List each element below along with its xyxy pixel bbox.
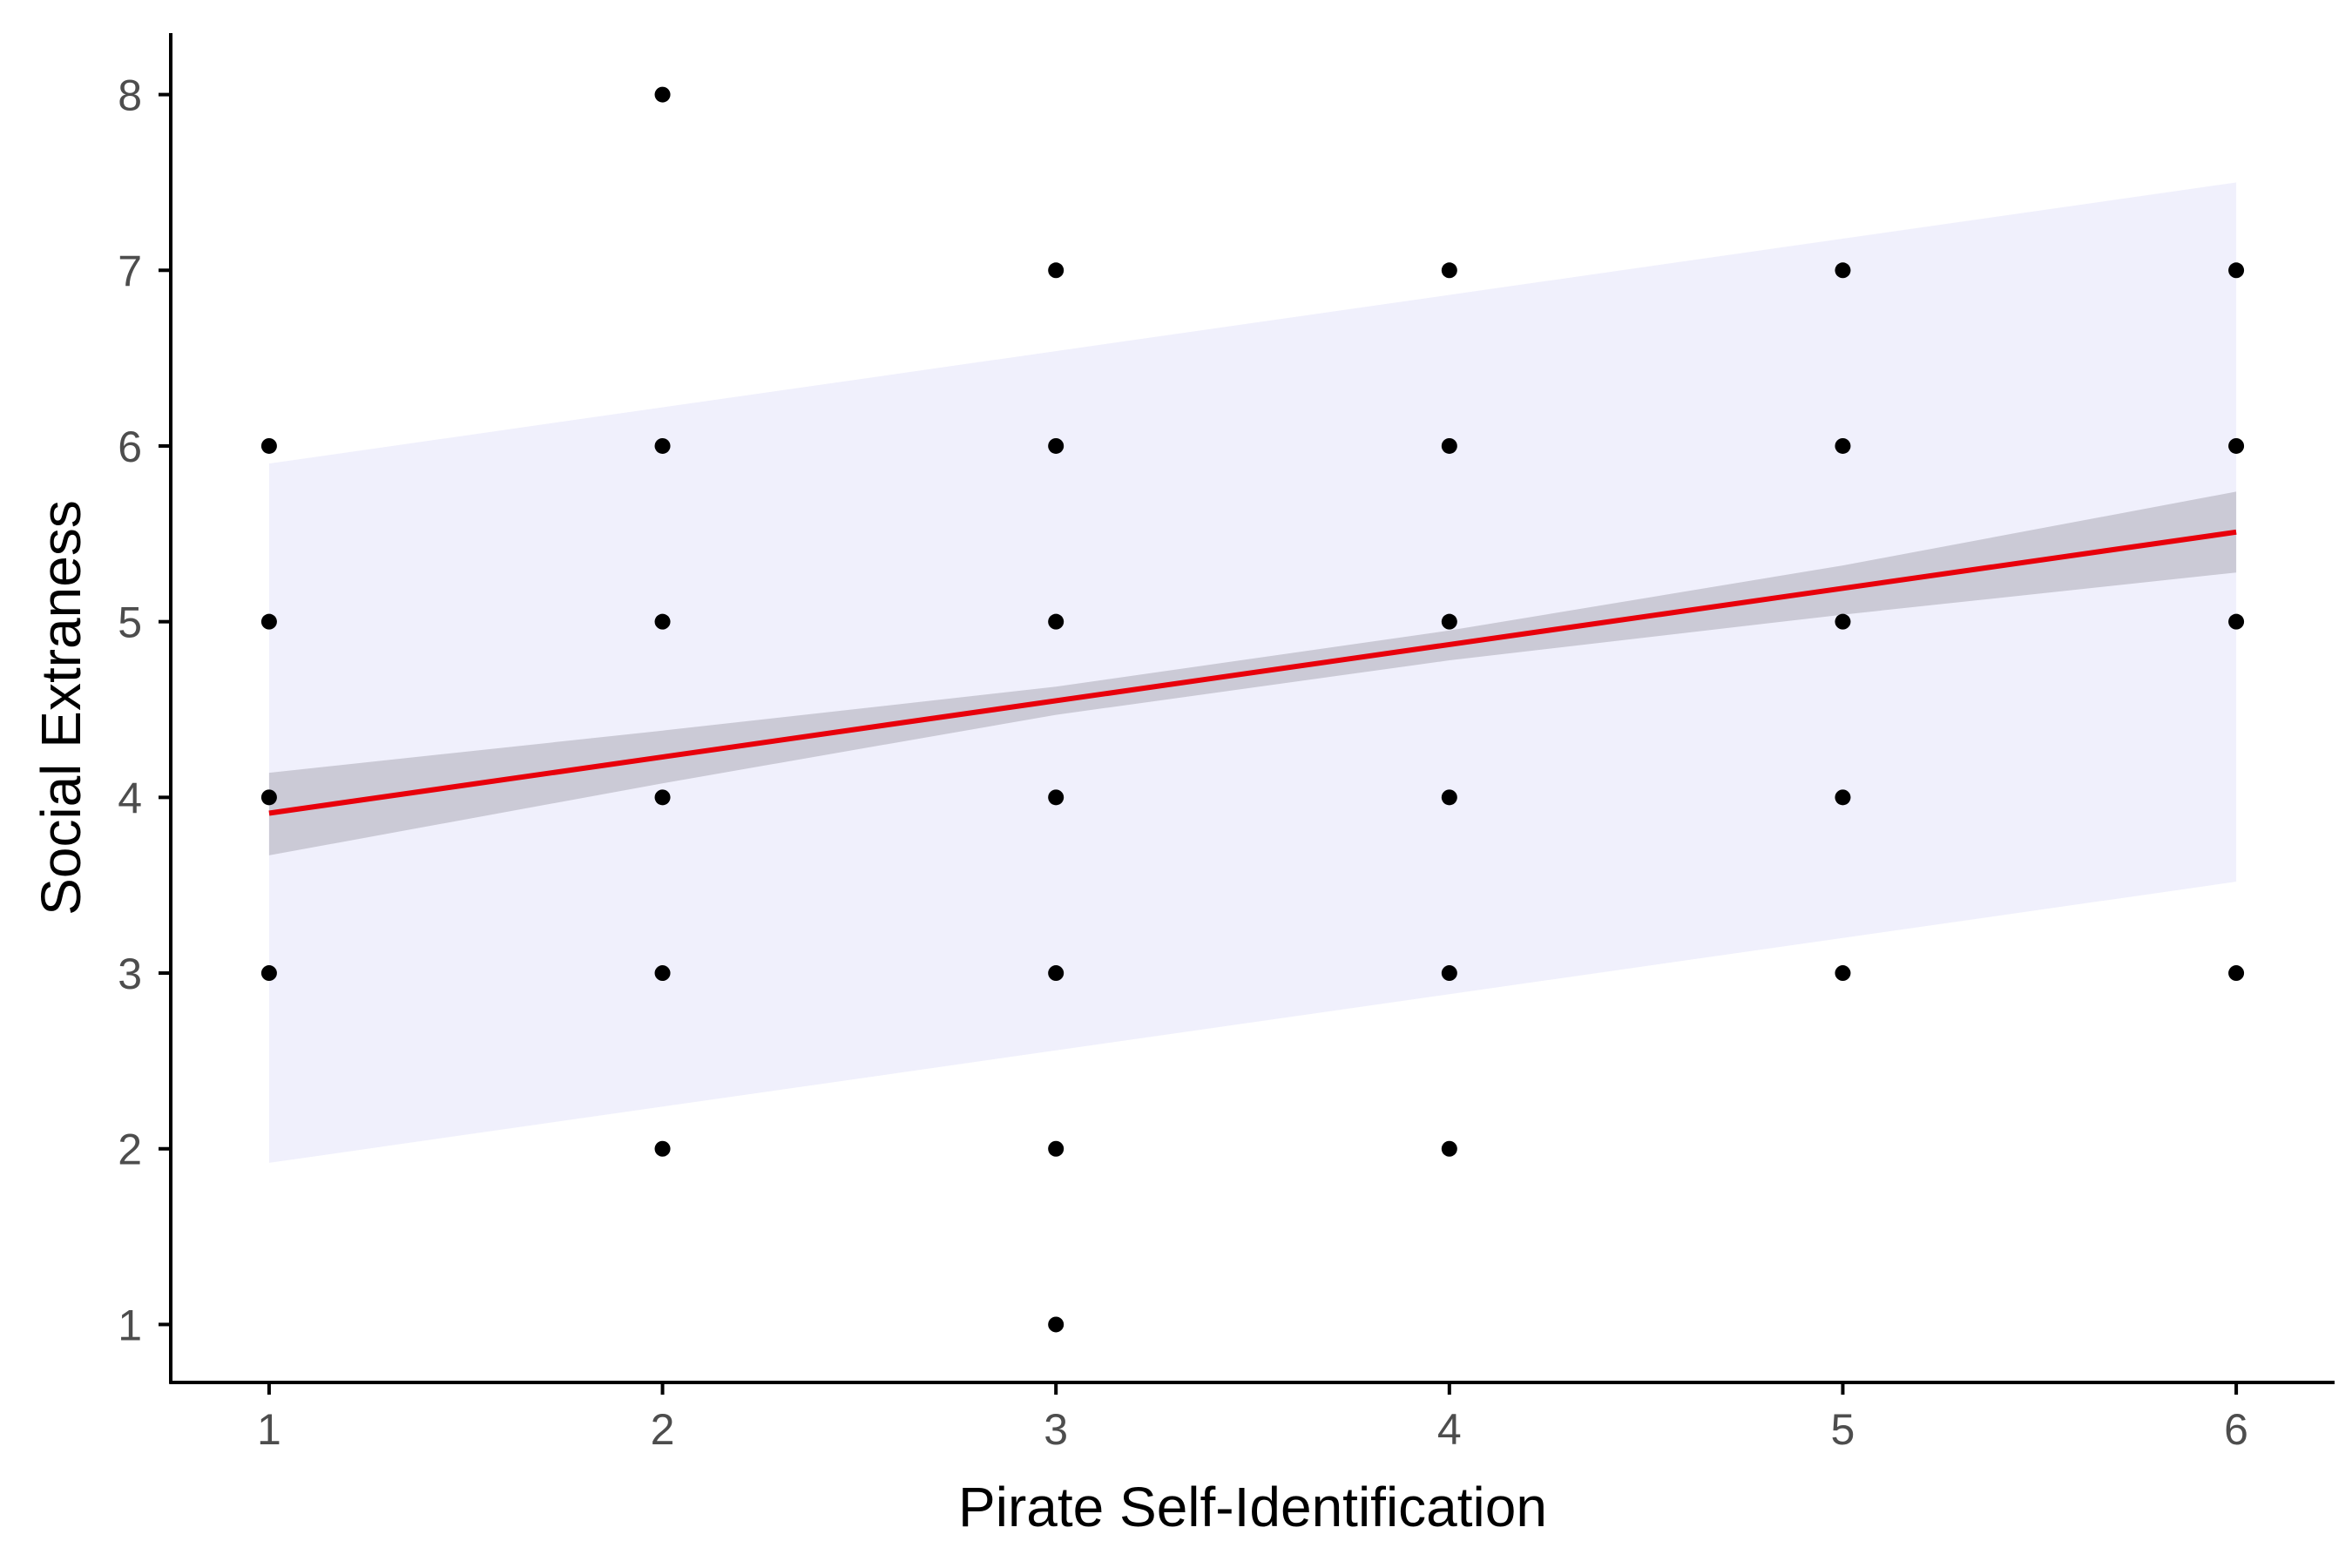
data-point bbox=[1835, 965, 1851, 982]
data-point bbox=[260, 437, 277, 454]
y-ticks-layer: 1 2 3 4 5 6 7 8 bbox=[118, 71, 171, 1349]
data-point bbox=[1048, 789, 1064, 806]
data-point bbox=[1441, 437, 1457, 454]
y-tick-label: 8 bbox=[118, 71, 142, 120]
data-point bbox=[1048, 262, 1064, 279]
x-axis-title: Pirate Self-Identification bbox=[958, 1476, 1547, 1538]
data-point bbox=[1441, 965, 1457, 982]
x-tick-label: 1 bbox=[257, 1405, 281, 1454]
y-tick-label: 5 bbox=[118, 598, 142, 647]
data-point bbox=[1048, 1316, 1064, 1333]
data-point bbox=[2228, 437, 2245, 454]
data-point bbox=[1441, 613, 1457, 630]
data-point bbox=[2228, 965, 2245, 982]
data-point bbox=[260, 613, 277, 630]
data-point bbox=[1835, 613, 1851, 630]
data-point bbox=[2228, 262, 2245, 279]
data-point bbox=[1048, 965, 1064, 982]
data-point bbox=[1835, 262, 1851, 279]
data-point bbox=[654, 613, 671, 630]
y-tick-label: 7 bbox=[118, 247, 142, 295]
data-point bbox=[1441, 262, 1457, 279]
x-tick-label: 2 bbox=[651, 1405, 675, 1454]
data-point bbox=[1048, 1140, 1064, 1157]
data-point bbox=[1835, 789, 1851, 806]
data-points-layer bbox=[260, 86, 2245, 1333]
y-axis-title: Social Extraness bbox=[30, 500, 92, 916]
y-tick-label: 4 bbox=[118, 774, 142, 822]
data-point bbox=[1835, 437, 1851, 454]
data-point bbox=[654, 437, 671, 454]
x-tick-label: 3 bbox=[1044, 1405, 1068, 1454]
data-point bbox=[1048, 613, 1064, 630]
regression-line bbox=[268, 529, 2237, 816]
axes-layer bbox=[169, 33, 2335, 1384]
data-point bbox=[1048, 437, 1064, 454]
y-tick-label: 6 bbox=[118, 422, 142, 471]
data-point bbox=[260, 965, 277, 982]
y-tick-label: 1 bbox=[118, 1301, 142, 1349]
x-tick-label: 4 bbox=[1437, 1405, 1462, 1454]
data-point bbox=[654, 86, 671, 103]
data-point bbox=[1441, 1140, 1457, 1157]
y-tick-label: 2 bbox=[118, 1125, 142, 1174]
data-point bbox=[2228, 613, 2245, 630]
data-point bbox=[1441, 789, 1457, 806]
data-point bbox=[654, 965, 671, 982]
y-tick-label: 3 bbox=[118, 950, 142, 998]
data-point bbox=[654, 1140, 671, 1157]
data-point bbox=[260, 789, 277, 806]
x-ticks-layer: 1 2 3 4 5 6 bbox=[257, 1382, 2248, 1454]
x-tick-label: 5 bbox=[1831, 1405, 1855, 1454]
fit-line-layer bbox=[268, 529, 2237, 816]
x-tick-label: 6 bbox=[2224, 1405, 2248, 1454]
data-point bbox=[654, 789, 671, 806]
